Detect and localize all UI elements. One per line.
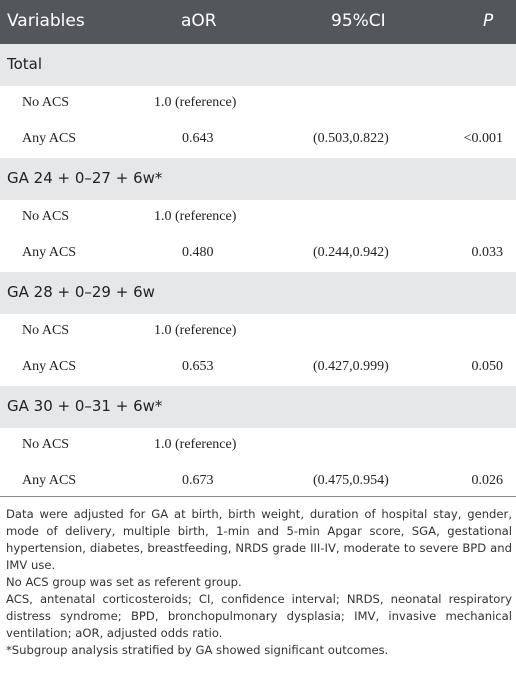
header-ci: 95%CI [331,11,386,31]
group-label: GA 28 + 0–29 + 6w [7,283,155,301]
group-label: Total [7,55,43,73]
row-aor: 0.653 [182,359,214,374]
table-footnotes: Data were adjusted for GA at birth, birt… [6,506,512,659]
row-label: Any ACS [22,473,77,488]
footnote-subgroup: *Subgroup analysis stratified by GA show… [6,643,389,657]
row-label: No ACS [22,209,70,224]
table-row: No ACS 1.0 (reference) [0,86,516,122]
row-p: 0.026 [471,473,504,488]
row-aor: 1.0 (reference) [154,323,237,338]
table-header: Variables aOR 95%CI P [0,0,516,44]
group-row-ga-30-31: GA 30 + 0–31 + 6w* [0,386,516,428]
header-p: P [483,11,494,31]
table-row: Any ACS 0.643 (0.503,0.822) <0.001 [0,122,516,158]
row-aor: 1.0 (reference) [154,95,237,110]
row-label: No ACS [22,95,70,110]
table-row: Any ACS 0.480 (0.244,0.942) 0.033 [0,236,516,272]
table-row: No ACS 1.0 (reference) [0,428,516,464]
table-row: No ACS 1.0 (reference) [0,314,516,350]
row-ci: (0.427,0.999) [313,359,389,374]
row-aor: 0.480 [182,245,214,260]
row-p: <0.001 [463,131,503,146]
group-label: GA 24 + 0–27 + 6w* [7,169,163,187]
row-label: No ACS [22,323,70,338]
table-row: Any ACS 0.673 (0.475,0.954) 0.026 [0,464,516,500]
row-p: 0.033 [471,245,504,260]
group-row-total: Total [0,44,516,86]
row-ci: (0.244,0.942) [313,245,389,260]
row-aor: 0.643 [182,131,214,146]
row-label: Any ACS [22,131,77,146]
footnote-adjusted: Data were adjusted for GA at birth, birt… [6,507,512,572]
row-aor: 0.673 [182,473,214,488]
table-row: No ACS 1.0 (reference) [0,200,516,236]
group-row-ga-24-27: GA 24 + 0–27 + 6w* [0,158,516,200]
footnote-abbreviations: ACS, antenatal corticosteroids; CI, conf… [6,592,512,640]
row-ci: (0.475,0.954) [313,473,389,488]
footnote-referent: No ACS group was set as referent group. [6,575,242,589]
row-ci: (0.503,0.822) [313,131,389,146]
table-row: Any ACS 0.653 (0.427,0.999) 0.050 [0,350,516,386]
row-aor: 1.0 (reference) [154,437,237,452]
row-p: 0.050 [471,359,504,374]
row-label: Any ACS [22,245,77,260]
group-row-ga-28-29: GA 28 + 0–29 + 6w [0,272,516,314]
group-label: GA 30 + 0–31 + 6w* [7,397,163,415]
header-variables: Variables [7,11,85,31]
table-bottom-rule [0,496,516,497]
row-aor: 1.0 (reference) [154,209,237,224]
row-label: Any ACS [22,359,77,374]
header-aor: aOR [181,11,217,31]
row-label: No ACS [22,437,70,452]
